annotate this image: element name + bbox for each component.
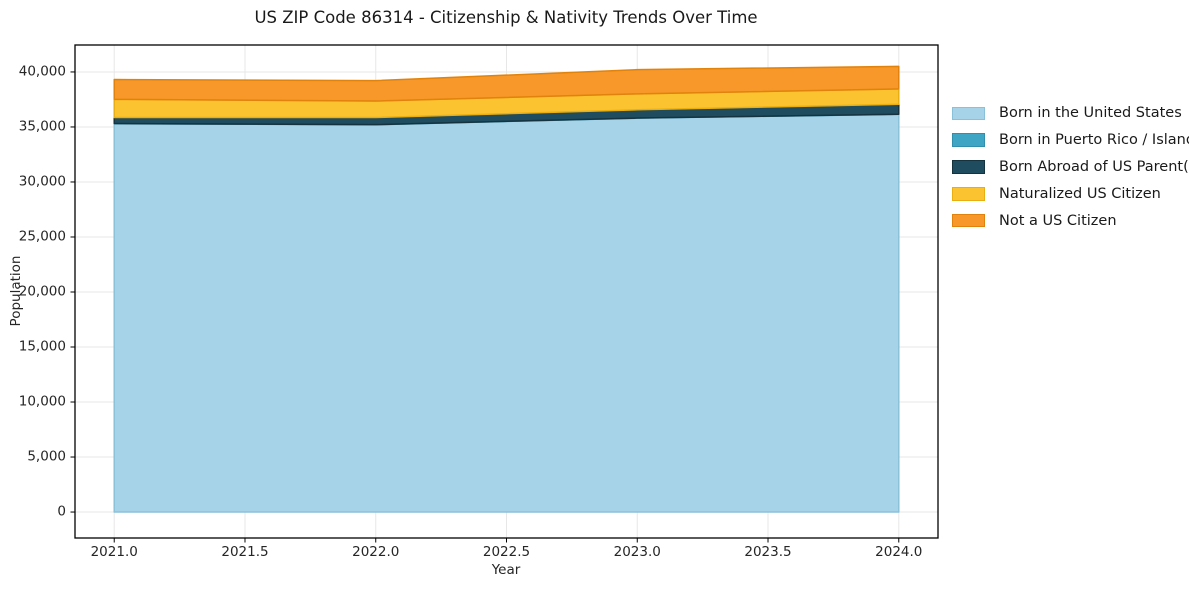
x-tick-label: 2023.5 [744,544,792,560]
x-axis-label: Year [491,562,521,578]
legend-label: Born in Puerto Rico / Islands [999,132,1189,149]
y-tick-label: 0 [57,503,66,520]
legend-label: Born Abroad of US Parent(s) [999,158,1189,175]
y-tick-label: 5,000 [27,448,66,465]
plot-border [74,44,939,539]
legend-label: Naturalized US Citizen [999,185,1161,202]
legend-swatch [952,106,985,121]
x-tick-label: 2021.5 [221,544,269,560]
chart-title: US ZIP Code 86314 - Citizenship & Nativi… [254,8,758,27]
legend-label: Not a US Citizen [999,212,1117,229]
legend-swatch [952,187,985,201]
area-series-0 [113,113,900,513]
legend-item: Born in Puerto Rico / Islands [952,127,1189,154]
legend-item: Not a US Citizen [952,207,1189,234]
legend: Born in the United States Born in Puerto … [952,100,1189,234]
y-tick-label: 20,000 [18,283,66,300]
legend-swatch [952,213,985,228]
x-tick-label: 2024.0 [875,544,923,560]
legend-item: Naturalized US Citizen [952,180,1189,207]
y-tick-label: 10,000 [18,393,66,410]
x-tick-label: 2022.5 [482,544,531,560]
y-tick-label: 15,000 [18,338,66,355]
y-tick-label: 40,000 [18,63,66,80]
legend-item: Born Abroad of US Parent(s) [952,154,1189,181]
y-tick-label: 35,000 [18,118,66,135]
area-series-4 [113,65,900,102]
x-tick-label: 2023.0 [613,544,661,560]
legend-swatch [952,133,985,147]
legend-label: Born in the United States [999,105,1182,122]
y-tick-label: 25,000 [18,228,66,245]
x-tick-label: 2021.0 [90,544,138,560]
y-tick-label: 30,000 [18,173,66,190]
x-tick-label: 2022.0 [352,544,400,560]
legend-item: Born in the United States [952,100,1189,127]
legend-swatch [952,160,985,174]
